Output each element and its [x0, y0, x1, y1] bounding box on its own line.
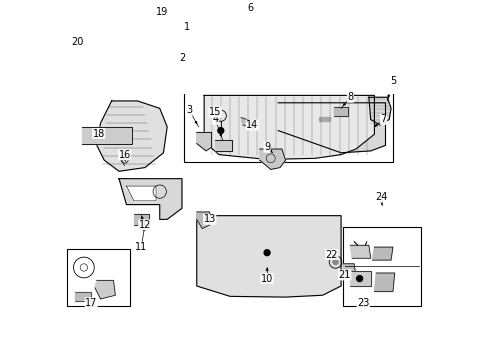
Polygon shape — [126, 186, 156, 201]
Polygon shape — [97, 101, 167, 171]
Text: 13: 13 — [203, 214, 215, 224]
Circle shape — [264, 250, 269, 256]
Polygon shape — [204, 95, 374, 159]
Text: 7: 7 — [380, 114, 386, 125]
Circle shape — [332, 259, 337, 265]
Text: 22: 22 — [325, 249, 337, 260]
Bar — [318, 117, 329, 121]
Text: 18: 18 — [92, 129, 104, 139]
Text: 21: 21 — [338, 270, 350, 280]
Text: 23: 23 — [356, 298, 369, 308]
Polygon shape — [368, 97, 390, 125]
Polygon shape — [215, 140, 231, 151]
Circle shape — [356, 276, 362, 282]
Bar — [183, 86, 392, 162]
Text: 3: 3 — [186, 105, 192, 115]
Polygon shape — [241, 118, 254, 129]
Text: 19: 19 — [155, 7, 167, 17]
Polygon shape — [95, 280, 115, 299]
Text: 11: 11 — [135, 242, 147, 252]
Bar — [342, 227, 420, 306]
Text: 2: 2 — [179, 53, 184, 63]
Text: 24: 24 — [375, 192, 387, 202]
Text: 17: 17 — [85, 298, 97, 308]
Polygon shape — [196, 212, 209, 229]
Text: 6: 6 — [247, 4, 253, 13]
Bar — [67, 249, 130, 306]
Polygon shape — [372, 247, 392, 260]
Polygon shape — [82, 127, 132, 144]
Polygon shape — [349, 245, 370, 258]
Polygon shape — [134, 214, 148, 225]
Text: 15: 15 — [209, 107, 221, 117]
Polygon shape — [259, 149, 285, 170]
Text: 9: 9 — [264, 142, 269, 152]
Polygon shape — [374, 273, 394, 292]
Polygon shape — [278, 103, 385, 153]
Circle shape — [83, 53, 88, 57]
Text: 10: 10 — [261, 274, 273, 284]
Polygon shape — [342, 264, 355, 277]
Text: 14: 14 — [245, 120, 258, 130]
Polygon shape — [349, 271, 370, 286]
Text: 20: 20 — [71, 37, 83, 48]
Circle shape — [218, 127, 224, 134]
Text: 16: 16 — [118, 150, 130, 159]
Text: 5: 5 — [389, 76, 395, 86]
Polygon shape — [196, 216, 341, 297]
Circle shape — [187, 64, 192, 68]
Polygon shape — [119, 179, 182, 219]
Text: 4: 4 — [212, 114, 218, 125]
Text: 12: 12 — [139, 220, 151, 230]
Text: 1: 1 — [184, 22, 190, 32]
Polygon shape — [333, 107, 348, 116]
Polygon shape — [170, 21, 322, 75]
Text: 8: 8 — [346, 92, 353, 102]
Polygon shape — [75, 292, 91, 301]
Polygon shape — [196, 132, 211, 151]
